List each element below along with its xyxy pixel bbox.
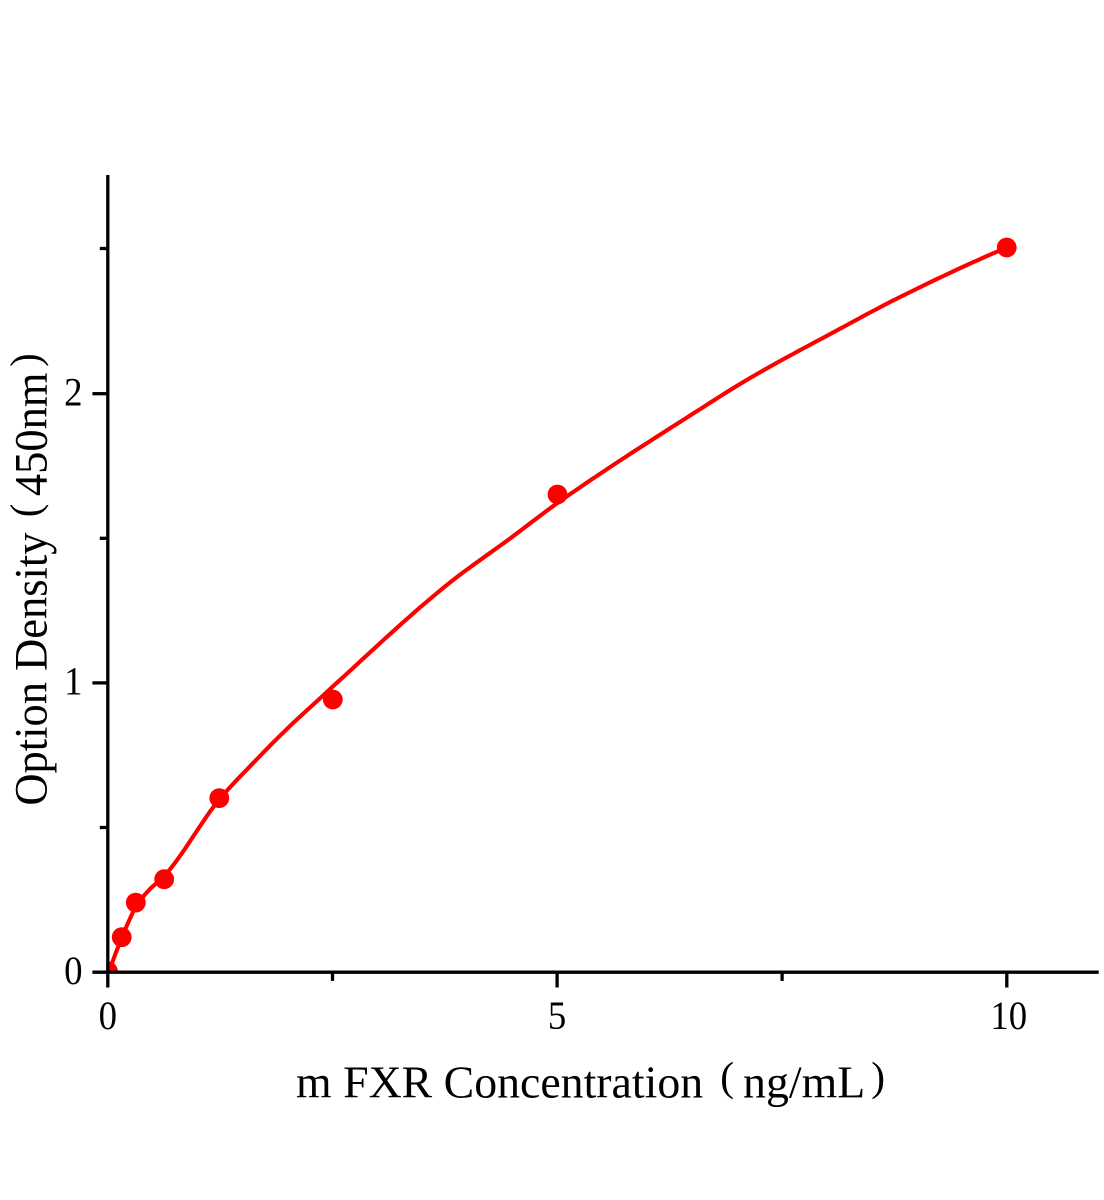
svg-text:m FXR Concentration(ng/mL): m FXR Concentration(ng/mL) <box>296 1053 885 1107</box>
svg-text:10: 10 <box>990 994 1027 1038</box>
svg-text:0: 0 <box>99 994 117 1038</box>
svg-text:0: 0 <box>64 950 82 994</box>
svg-text:2: 2 <box>64 371 82 415</box>
svg-text:Option Density(450nm): Option Density(450nm) <box>2 353 57 805</box>
svg-text:1: 1 <box>64 660 82 704</box>
svg-text:5: 5 <box>548 994 566 1038</box>
